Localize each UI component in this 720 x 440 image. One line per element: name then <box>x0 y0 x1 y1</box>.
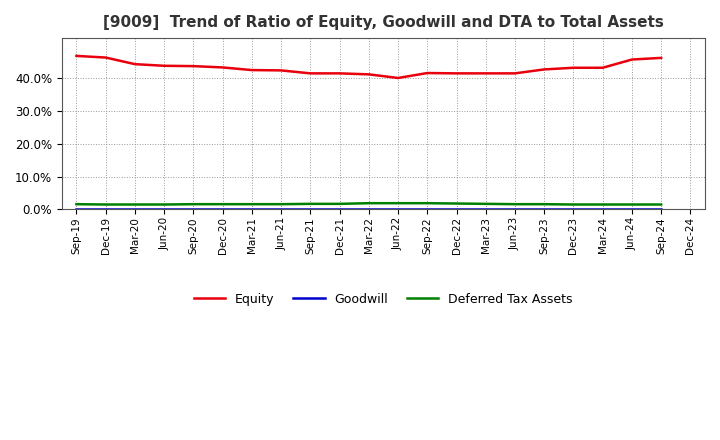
Equity <box>452 71 461 76</box>
Deferred Tax Assets <box>452 201 461 206</box>
Deferred Tax Assets <box>423 201 431 206</box>
Equity <box>540 67 549 72</box>
Deferred Tax Assets <box>306 201 315 206</box>
Equity <box>306 71 315 76</box>
Equity <box>364 72 373 77</box>
Deferred Tax Assets <box>394 201 402 206</box>
Deferred Tax Assets <box>130 202 139 207</box>
Deferred Tax Assets <box>540 202 549 207</box>
Deferred Tax Assets <box>336 201 344 206</box>
Deferred Tax Assets <box>510 202 519 207</box>
Line: Equity: Equity <box>76 56 661 78</box>
Equity <box>628 57 636 62</box>
Equity <box>160 63 168 69</box>
Equity <box>218 65 227 70</box>
Goodwill <box>423 207 431 212</box>
Deferred Tax Assets <box>482 201 490 206</box>
Deferred Tax Assets <box>276 202 285 207</box>
Equity <box>510 71 519 76</box>
Goodwill <box>569 207 577 212</box>
Deferred Tax Assets <box>189 202 198 207</box>
Equity <box>189 63 198 69</box>
Deferred Tax Assets <box>364 201 373 206</box>
Line: Deferred Tax Assets: Deferred Tax Assets <box>76 203 661 205</box>
Legend: Equity, Goodwill, Deferred Tax Assets: Equity, Goodwill, Deferred Tax Assets <box>189 288 578 311</box>
Equity <box>336 71 344 76</box>
Equity <box>423 70 431 76</box>
Deferred Tax Assets <box>628 202 636 207</box>
Goodwill <box>130 207 139 212</box>
Goodwill <box>336 207 344 212</box>
Deferred Tax Assets <box>102 202 110 207</box>
Equity <box>598 65 607 70</box>
Deferred Tax Assets <box>569 202 577 207</box>
Deferred Tax Assets <box>248 202 256 207</box>
Goodwill <box>598 207 607 212</box>
Goodwill <box>364 207 373 212</box>
Equity <box>72 53 81 59</box>
Deferred Tax Assets <box>657 202 665 207</box>
Goodwill <box>189 207 198 212</box>
Goodwill <box>218 207 227 212</box>
Goodwill <box>276 207 285 212</box>
Title: [9009]  Trend of Ratio of Equity, Goodwill and DTA to Total Assets: [9009] Trend of Ratio of Equity, Goodwil… <box>103 15 664 30</box>
Equity <box>569 65 577 70</box>
Goodwill <box>306 207 315 212</box>
Equity <box>130 62 139 67</box>
Goodwill <box>510 207 519 212</box>
Deferred Tax Assets <box>218 202 227 207</box>
Deferred Tax Assets <box>160 202 168 207</box>
Equity <box>657 55 665 61</box>
Equity <box>102 55 110 60</box>
Goodwill <box>102 207 110 212</box>
Goodwill <box>540 207 549 212</box>
Deferred Tax Assets <box>72 202 81 207</box>
Goodwill <box>657 207 665 212</box>
Goodwill <box>160 207 168 212</box>
Goodwill <box>248 207 256 212</box>
Equity <box>482 71 490 76</box>
Equity <box>248 67 256 73</box>
Equity <box>276 68 285 73</box>
Goodwill <box>482 207 490 212</box>
Equity <box>394 75 402 81</box>
Goodwill <box>394 207 402 212</box>
Goodwill <box>72 207 81 212</box>
Goodwill <box>628 207 636 212</box>
Goodwill <box>452 207 461 212</box>
Deferred Tax Assets <box>598 202 607 207</box>
